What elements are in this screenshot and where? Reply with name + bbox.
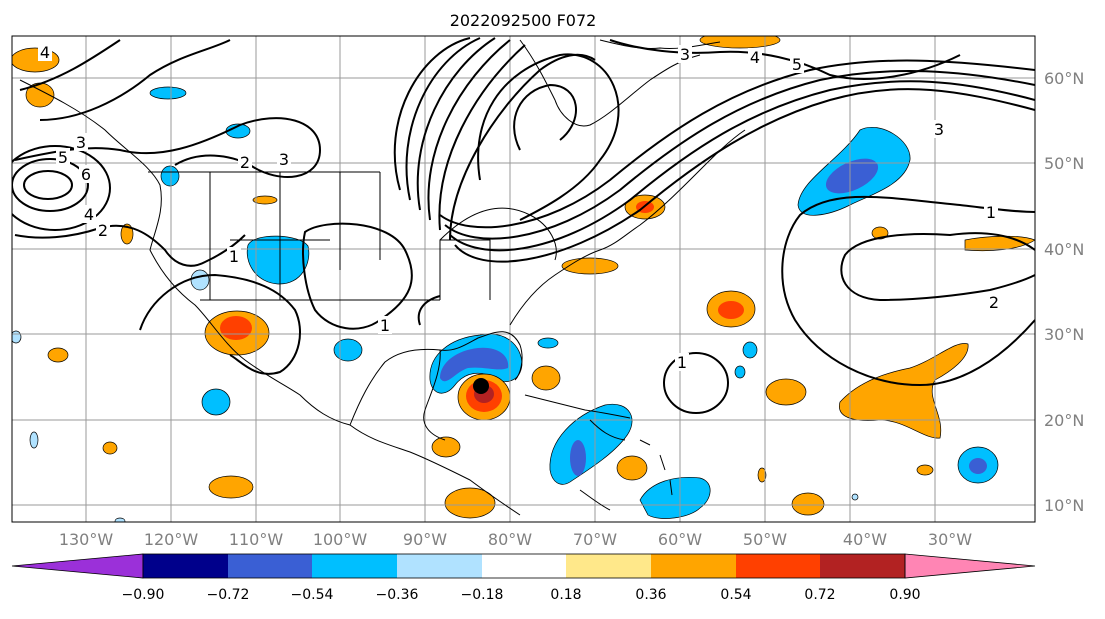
lat-label: 40°N — [1044, 240, 1084, 259]
caribbean-negative-anomaly — [549, 403, 633, 485]
lon-label: 50°W — [743, 530, 787, 549]
colorbar-bin — [651, 554, 736, 578]
contour-label: 3 — [279, 150, 289, 169]
map-frame — [11, 35, 1036, 523]
lon-label: 70°W — [573, 530, 617, 549]
contour-label: 1 — [677, 353, 687, 372]
colorbar-bin — [736, 554, 820, 578]
contour-label: 2 — [240, 153, 250, 172]
contour-label: 4 — [84, 205, 94, 224]
lon-label: 90°W — [403, 530, 447, 549]
shaded-fields — [12, 36, 1035, 522]
contour-label: 4 — [750, 48, 760, 67]
storm-center-marker — [473, 378, 489, 394]
contour-lines — [12, 37, 1035, 414]
colorbar-bin — [566, 554, 651, 578]
contour-label: 1 — [229, 247, 239, 266]
lon-label: 130°W — [59, 530, 114, 549]
map-title: 2022092500 F072 — [450, 11, 597, 30]
colorbar-extend-high — [904, 553, 1036, 579]
colorbar-tick: −0.90 — [122, 587, 165, 603]
colorbar-tick: −0.72 — [207, 587, 250, 603]
contour-label: 1 — [986, 203, 996, 222]
lat-label: 50°N — [1044, 154, 1084, 173]
contour-label: 3 — [76, 133, 86, 152]
colorbar-tick: 0.54 — [720, 587, 751, 603]
contour-label: 3 — [934, 120, 944, 139]
longitude-labels: 130°W 120°W 110°W 100°W 90°W 80°W 70°W 6… — [59, 530, 972, 549]
contour-label-group: 1 1 1 1 2 2 2 3 3 3 3 4 4 4 — [38, 43, 1001, 372]
contour-label: 1 — [380, 316, 390, 335]
graticule — [12, 36, 1035, 522]
colorbar-tick: 0.36 — [635, 587, 666, 603]
colorbar: −0.90 −0.72 −0.54 −0.36 −0.18 0.18 0.36 … — [11, 553, 1036, 603]
contour-label: 2 — [98, 221, 108, 240]
colorbar-tick-labels: −0.90 −0.72 −0.54 −0.36 −0.18 0.18 0.36 … — [122, 587, 921, 603]
contour-label: 2 — [989, 293, 999, 312]
lat-label: 30°N — [1044, 325, 1084, 344]
colorbar-bin — [482, 554, 566, 578]
colorbar-bin — [228, 554, 312, 578]
contour-label: 4 — [40, 43, 50, 62]
latitude-labels: 60°N 50°N 40°N 30°N 20°N 10°N — [1044, 69, 1084, 515]
contour-label: 6 — [81, 165, 91, 184]
colorbar-tick: −0.36 — [376, 587, 419, 603]
lon-label: 80°W — [488, 530, 532, 549]
colorbar-tick: 0.90 — [889, 587, 920, 603]
map-area: 1 1 1 1 2 2 2 3 3 3 3 4 4 4 — [12, 36, 1035, 522]
lon-label: 100°W — [313, 530, 368, 549]
lon-label: 60°W — [658, 530, 702, 549]
colorbar-bin — [397, 554, 482, 578]
lon-label: 40°W — [843, 530, 887, 549]
contour-label: 5 — [58, 148, 68, 167]
colorbar-bin — [312, 554, 397, 578]
contour-label: 5 — [792, 55, 802, 74]
lat-label: 10°N — [1044, 496, 1084, 515]
coastlines — [19, 39, 746, 516]
colorbar-bin — [143, 554, 228, 578]
lat-label: 20°N — [1044, 411, 1084, 430]
lon-label: 120°W — [144, 530, 199, 549]
plains-negative-anomaly — [246, 235, 310, 285]
lat-label: 60°N — [1044, 69, 1084, 88]
colorbar-extend-low — [11, 553, 144, 579]
colorbar-bin — [820, 554, 905, 578]
colorbar-tick: −0.54 — [291, 587, 334, 603]
colorbar-tick: 0.18 — [550, 587, 581, 603]
colorbar-tick: −0.18 — [461, 587, 504, 603]
lon-label: 30°W — [928, 530, 972, 549]
lon-label: 110°W — [229, 530, 284, 549]
colorbar-tick: 0.72 — [804, 587, 835, 603]
contour-label: 3 — [680, 45, 690, 64]
